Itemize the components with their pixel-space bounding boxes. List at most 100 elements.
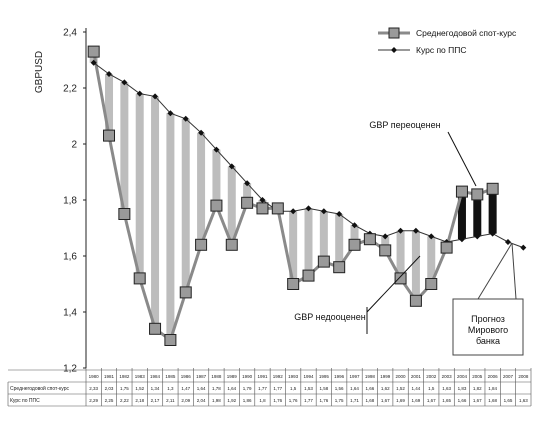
spot-point-1992 [271,202,284,215]
table-spot-2002: 1,5 [428,386,435,391]
table-ppp-2000: 1,69 [396,398,405,403]
x-tick-label-1998: 1998 [365,374,376,379]
ppp-point-1994 [305,205,312,212]
ppp-point-1984 [152,93,159,100]
x-tick-label-2007: 2007 [503,374,514,379]
ppp-point-1988 [213,146,220,153]
table-ppp-1996: 1,75 [335,398,344,403]
table-spot-2004: 1,83 [458,386,467,391]
ppp-point-1999 [382,233,389,240]
gap-bar-1981 [105,74,114,136]
gap-bars [89,51,497,340]
spot-point-2001 [409,294,422,307]
x-tick-label-1988: 1988 [211,374,222,379]
legend: Среднегодовой спот-курс Курс по ППС [378,27,517,55]
spot-point-1981 [103,129,116,142]
spot-point-1989 [225,238,238,251]
data-table: Среднегодовой спот-курс Курс по ППС 1980 2,… [7,368,532,407]
spot-point-2006 [486,182,499,195]
x-tick-label-1999: 1999 [380,374,391,379]
table-ppp-1985: 2,11 [166,398,175,403]
ppp-point-2006 [489,230,496,237]
ppp-point-1990 [244,180,251,187]
table-ppp-1993: 1,76 [289,398,298,403]
x-tick-label-2002: 2002 [426,374,437,379]
legend-ppp-swatch-marker [391,47,397,53]
gap-bar-2000 [396,230,405,279]
x-tick-label-1994: 1994 [303,374,314,379]
gap-bar-1986 [181,118,190,293]
x-tick-label-1995: 1995 [319,374,330,379]
table-ppp-1982: 2,22 [120,398,129,403]
x-tick-label-1984: 1984 [150,374,161,379]
table-ppp-1980: 2,29 [89,398,98,403]
y-tick-label-6: 2,4 [63,28,77,39]
gap-bar-1996 [335,214,344,268]
annotation-undervalued-tick [366,255,421,313]
gap-bar-1993 [289,211,298,284]
y-tick-label-2: 1,6 [63,252,77,263]
table-spot-1983: 1,52 [135,386,144,391]
x-tick-label-1991: 1991 [257,374,268,379]
ppp-point-1997 [351,222,358,229]
table-ppp-1983: 2,18 [135,398,144,403]
table-ppp-1994: 1,77 [304,398,313,403]
table-spot-1993: 1,5 [290,386,297,391]
table-spot-1995: 1,58 [319,386,328,391]
legend-spot-label: Среднегодовой спот-курс [416,28,517,38]
ppp-point-1982 [121,79,128,86]
ppp-point-1989 [228,163,235,170]
table-ppp-1989: 1,92 [227,398,236,403]
x-tick-label-1992: 1992 [273,374,284,379]
table-spot-1989: 1,64 [227,386,236,391]
table-spot-1991: 1,77 [258,386,267,391]
table-ppp-1991: 1,8 [259,398,266,403]
spot-point-2002 [425,278,438,290]
x-tick-label-2005: 2005 [472,374,483,379]
spot-point-1983 [133,272,146,285]
table-ppp-1990: 1,86 [243,398,252,403]
annotation-forecast-box [452,298,524,356]
gap-bar-2002 [427,236,436,284]
axes: 1,2 1,4 1,6 1,8 2 2,2 2,4 [63,28,87,375]
gap-bar-2004 [457,191,466,240]
annotation-overvalued-label: GBP переоценен [369,120,440,130]
table-spot-2003: 1,63 [442,386,451,391]
table-spot-2006: 1,84 [488,386,497,391]
table-ppp-1981: 2,25 [105,398,114,403]
gap-bar-1988 [212,149,221,206]
spot-point-1997 [348,238,361,251]
spot-point-1998 [363,233,376,246]
spot-point-1988 [210,199,223,212]
spot-point-1995 [317,255,330,268]
gap-bar-1999 [381,236,390,251]
gap-bar-2005 [473,194,482,237]
table-ppp-2005: 1,67 [473,398,482,403]
table-spot-1980: 2,33 [89,386,98,391]
table-row-label-spot: Среднегодовой спот-курс [10,385,69,392]
ppp-point-2002 [428,233,435,240]
x-tick-label-1996: 1996 [334,374,345,379]
table-ppp-1998: 1,68 [365,398,374,403]
table-row-label-ppp: Курс по ППС [10,398,40,404]
table-spot-1982: 1,75 [120,386,129,391]
ppp-point-1987 [198,129,205,136]
table-ppp-1984: 2,17 [151,398,160,403]
legend-spot-swatch-marker [388,27,400,39]
annotation-undervalued: GBP недооценен [294,255,421,334]
spot-point-1999 [379,244,392,257]
x-tick-label-2004: 2004 [457,374,468,379]
spot-point-1990 [241,196,254,209]
x-tick-label-2001: 2001 [411,374,422,379]
table-ppp-1995: 1,76 [319,398,328,403]
x-tick-label-2000: 2000 [396,374,407,379]
ppp-point-1993 [290,208,297,215]
table-ppp-2008: 1,63 [519,398,528,403]
ppp-point-1995 [320,208,327,215]
table-ppp-2003: 1,65 [442,398,451,403]
y-axis-label: GBPUSD [34,51,45,93]
x-tick-label-2003: 2003 [442,374,453,379]
gap-bar-2006 [488,188,497,234]
ppp-point-1980 [90,59,97,66]
